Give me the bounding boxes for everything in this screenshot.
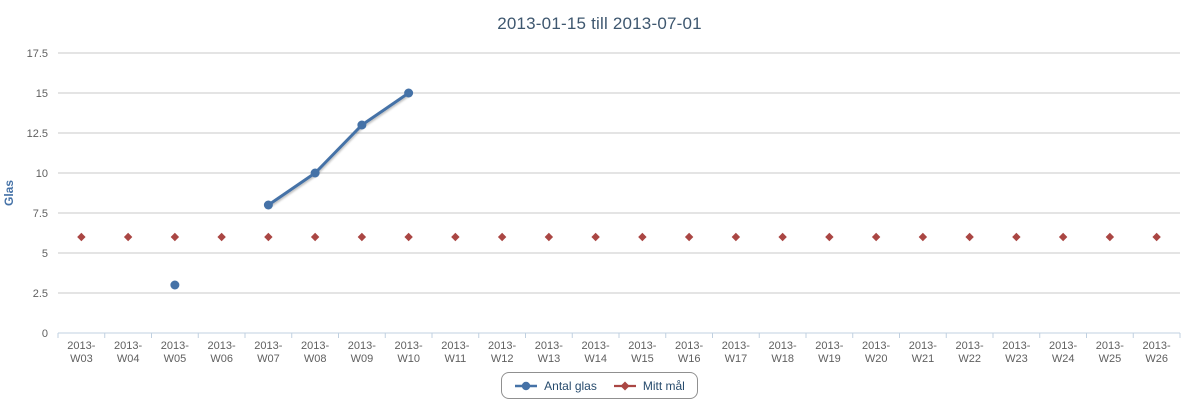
x-tick-label: 2013-W11 bbox=[441, 340, 469, 365]
data-point[interactable] bbox=[310, 232, 320, 242]
x-tick-label: 2013-W05 bbox=[161, 340, 189, 365]
chart-title: 2013-01-15 till 2013-07-01 bbox=[497, 14, 702, 33]
data-point[interactable] bbox=[1058, 232, 1068, 242]
y-tick-label: 5 bbox=[42, 248, 48, 260]
y-axis-labels: 0 2.5 5 7.5 10 12.5 15 17.5 bbox=[27, 48, 48, 340]
data-point[interactable] bbox=[310, 168, 320, 178]
x-tick-label: 2013-W16 bbox=[675, 340, 703, 365]
data-point[interactable] bbox=[825, 232, 834, 242]
x-tick-label: 2013-W07 bbox=[254, 340, 282, 365]
data-point[interactable] bbox=[1012, 232, 1021, 242]
data-point[interactable] bbox=[264, 232, 273, 242]
data-point[interactable] bbox=[778, 232, 787, 242]
x-tick-label: 2013-W25 bbox=[1096, 340, 1124, 365]
data-point[interactable] bbox=[1152, 232, 1161, 242]
data-point[interactable] bbox=[404, 232, 413, 242]
x-tick-label: 2013-W06 bbox=[208, 340, 236, 365]
x-tick-label: 2013-W17 bbox=[722, 340, 750, 365]
series-antal-glas bbox=[170, 88, 414, 290]
y-tick-label: 17.5 bbox=[27, 48, 48, 60]
legend-label-mitt-mal: Mitt mål bbox=[642, 378, 685, 393]
y-tick-label: 7.5 bbox=[33, 208, 48, 220]
y-tick-label: 10 bbox=[36, 168, 48, 180]
data-point[interactable] bbox=[170, 232, 180, 242]
x-tick-label: 2013-W19 bbox=[815, 340, 843, 365]
x-tick-label: 2013-W24 bbox=[1049, 340, 1077, 365]
data-point[interactable] bbox=[123, 232, 133, 242]
data-point[interactable] bbox=[1105, 232, 1115, 242]
series-line bbox=[266, 91, 411, 207]
x-tick-label: 2013-W23 bbox=[1002, 340, 1030, 365]
legend-box: Antal glas Mitt mål bbox=[501, 372, 698, 399]
y-tick-label: 15 bbox=[36, 88, 48, 100]
data-point[interactable] bbox=[684, 232, 694, 242]
data-point[interactable] bbox=[965, 232, 974, 242]
x-tick-label: 2013-W15 bbox=[628, 340, 656, 365]
data-point[interactable] bbox=[591, 232, 600, 242]
x-tick-label: 2013-W13 bbox=[535, 340, 563, 365]
data-point[interactable] bbox=[357, 120, 367, 130]
x-tick-label: 2013-W26 bbox=[1143, 340, 1171, 365]
data-point[interactable] bbox=[638, 232, 647, 242]
data-point[interactable] bbox=[77, 232, 86, 242]
x-tick-label: 2013-W14 bbox=[582, 340, 610, 365]
data-point[interactable] bbox=[170, 280, 180, 290]
y-tick-label: 2.5 bbox=[33, 288, 48, 300]
data-point[interactable] bbox=[263, 200, 273, 210]
x-tick-label: 2013-W08 bbox=[301, 340, 329, 365]
x-tick-label: 2013-W12 bbox=[488, 340, 516, 365]
data-point[interactable] bbox=[871, 232, 881, 242]
series-mitt-m-l bbox=[77, 232, 1161, 242]
x-axis-labels: 2013-W03 2013-W04 2013-W05 2013-W06 2013-W07… bbox=[67, 340, 1171, 365]
legend: Antal glas Mitt mål bbox=[0, 372, 1199, 399]
gridlines bbox=[58, 52, 1180, 334]
y-axis-title: Glas bbox=[2, 180, 16, 206]
x-tick-label: 2013-W18 bbox=[769, 340, 797, 365]
data-point[interactable] bbox=[918, 232, 928, 242]
data-point[interactable] bbox=[544, 232, 554, 242]
data-point[interactable] bbox=[357, 232, 367, 242]
data-point[interactable] bbox=[497, 232, 507, 242]
x-tick-label: 2013-W10 bbox=[395, 340, 423, 365]
line-diamond-marker-icon bbox=[613, 381, 636, 390]
legend-item-antal-glas[interactable]: Antal glas bbox=[514, 379, 597, 393]
data-point[interactable] bbox=[731, 232, 741, 242]
x-axis bbox=[57, 332, 1181, 338]
x-tick-label: 2013-W21 bbox=[909, 340, 937, 365]
legend-item-mitt-mal[interactable]: Mitt mål bbox=[613, 379, 685, 393]
x-tick-label: 2013-W09 bbox=[348, 340, 376, 365]
x-tick-label: 2013-W20 bbox=[862, 340, 890, 365]
data-point[interactable] bbox=[451, 232, 460, 242]
data-point[interactable] bbox=[404, 88, 414, 98]
x-tick-label: 2013-W22 bbox=[956, 340, 984, 365]
x-tick-label: 2013-W04 bbox=[114, 340, 142, 365]
data-point[interactable] bbox=[217, 232, 226, 242]
line-circle-marker-icon bbox=[515, 381, 538, 390]
y-tick-label: 0 bbox=[42, 328, 48, 340]
legend-label-antal-glas: Antal glas bbox=[544, 378, 597, 393]
x-tick-label: 2013-W03 bbox=[67, 340, 95, 365]
y-tick-label: 12.5 bbox=[27, 128, 48, 140]
